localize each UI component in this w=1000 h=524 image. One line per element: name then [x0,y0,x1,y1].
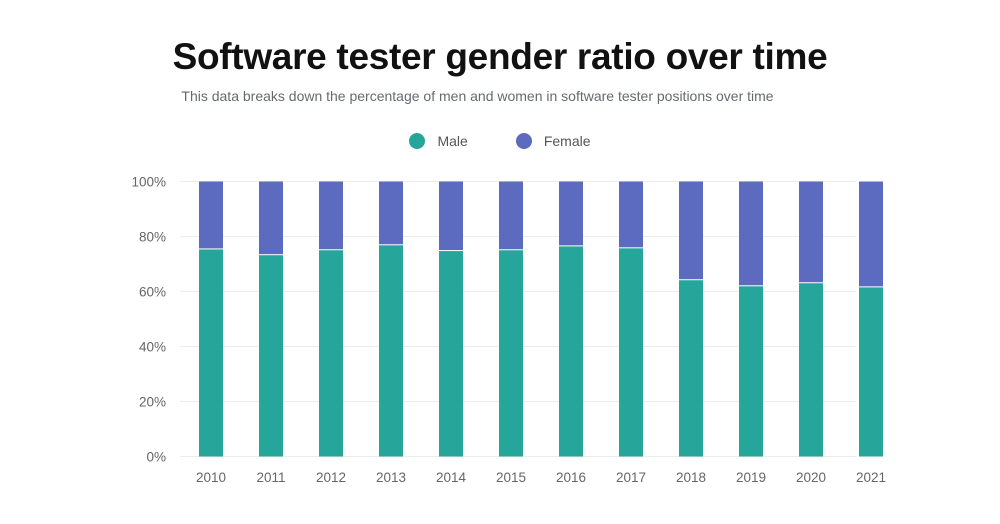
y-tick-label: 40% [139,340,166,355]
chart-title: Software tester gender ratio over time [172,36,828,77]
bar-male-2011[interactable] [259,255,283,457]
y-tick-label: 0% [146,450,166,465]
bar-female-2020[interactable] [799,181,823,283]
x-tick-label: 2014 [436,470,467,485]
legend-item-female[interactable]: Female [515,133,591,149]
bar-male-2010[interactable] [199,249,223,457]
bar-female-2021[interactable] [859,181,883,287]
x-tick-label: 2011 [256,470,285,485]
x-tick-label: 2019 [736,470,766,485]
bar-male-2015[interactable] [499,250,523,457]
legend-label-male: Male [437,133,468,149]
bar-female-2019[interactable] [739,181,763,286]
x-tick-label: 2016 [556,470,586,485]
bar-female-2013[interactable] [379,181,403,245]
x-tick-label: 2018 [676,470,706,485]
legend: Male Female [0,133,1000,149]
x-tick-label: 2015 [496,470,526,485]
x-tick-label: 2010 [196,470,226,485]
bar-female-2018[interactable] [679,181,703,280]
bar-male-2016[interactable] [559,246,583,457]
legend-swatch-female [515,133,532,149]
y-tick-label: 20% [139,395,166,410]
legend-label-female: Female [543,133,591,149]
bar-female-2014[interactable] [439,181,463,251]
y-tick-label: 80% [139,230,166,245]
bar-female-2016[interactable] [559,181,583,246]
bar-female-2012[interactable] [319,181,343,250]
x-tick-label: 2017 [616,470,646,485]
legend-swatch-male [409,133,426,149]
chart-subtitle: This data breaks down the percentage of … [181,88,774,104]
bar-male-2014[interactable] [439,251,463,457]
legend-item-male[interactable]: Male [409,133,468,149]
x-tick-label: 2020 [796,470,826,485]
bar-male-2021[interactable] [859,287,883,457]
x-tick-label: 2012 [316,470,346,485]
bar-male-2020[interactable] [799,283,823,457]
y-tick-label: 100% [131,175,166,190]
bar-male-2019[interactable] [739,286,763,457]
x-tick-label: 2013 [376,470,406,485]
bar-male-2018[interactable] [679,280,703,457]
bar-female-2011[interactable] [259,181,283,255]
y-tick-label: 60% [139,285,166,300]
bar-female-2017[interactable] [619,181,643,248]
bar-male-2017[interactable] [619,248,643,457]
bar-female-2015[interactable] [499,181,523,250]
x-tick-label: 2021 [856,470,886,485]
bar-male-2013[interactable] [379,245,403,457]
bar-male-2012[interactable] [319,250,343,457]
bar-female-2010[interactable] [199,181,223,249]
